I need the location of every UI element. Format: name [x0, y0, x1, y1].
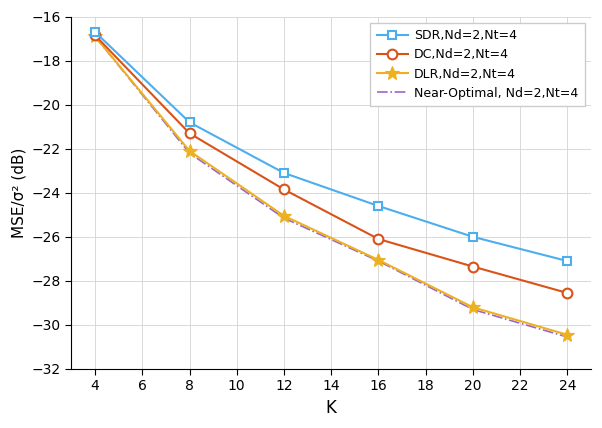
DC,Nd=2,Nt=4: [281, 187, 288, 192]
Line: SDR,Nd=2,Nt=4: SDR,Nd=2,Nt=4: [91, 28, 571, 265]
Line: Near-Optimal, Nd=2,Nt=4: Near-Optimal, Nd=2,Nt=4: [95, 36, 567, 337]
DC,Nd=2,Nt=4: [375, 236, 382, 241]
Near-Optimal, Nd=2,Nt=4: [469, 307, 476, 312]
Near-Optimal, Nd=2,Nt=4: [563, 334, 571, 339]
DC,Nd=2,Nt=4: [563, 290, 571, 295]
DLR,Nd=2,Nt=4: [92, 34, 99, 39]
DC,Nd=2,Nt=4: [469, 264, 476, 269]
DLR,Nd=2,Nt=4: [469, 305, 476, 310]
SDR,Nd=2,Nt=4: [469, 234, 476, 239]
Near-Optimal, Nd=2,Nt=4: [186, 151, 193, 156]
DC,Nd=2,Nt=4: [186, 131, 193, 136]
Near-Optimal, Nd=2,Nt=4: [281, 216, 288, 221]
Line: DC,Nd=2,Nt=4: DC,Nd=2,Nt=4: [90, 30, 572, 298]
Near-Optimal, Nd=2,Nt=4: [92, 34, 99, 39]
DLR,Nd=2,Nt=4: [281, 213, 288, 218]
SDR,Nd=2,Nt=4: [375, 203, 382, 208]
Line: DLR,Nd=2,Nt=4: DLR,Nd=2,Nt=4: [88, 30, 574, 342]
SDR,Nd=2,Nt=4: [186, 120, 193, 125]
DLR,Nd=2,Nt=4: [186, 149, 193, 154]
Legend: SDR,Nd=2,Nt=4, DC,Nd=2,Nt=4, DLR,Nd=2,Nt=4, Near-Optimal, Nd=2,Nt=4: SDR,Nd=2,Nt=4, DC,Nd=2,Nt=4, DLR,Nd=2,Nt…: [370, 23, 585, 106]
DLR,Nd=2,Nt=4: [375, 257, 382, 262]
DLR,Nd=2,Nt=4: [563, 332, 571, 337]
SDR,Nd=2,Nt=4: [92, 30, 99, 35]
SDR,Nd=2,Nt=4: [281, 170, 288, 175]
X-axis label: K: K: [326, 399, 337, 417]
Near-Optimal, Nd=2,Nt=4: [375, 259, 382, 264]
DC,Nd=2,Nt=4: [92, 33, 99, 38]
Y-axis label: MSE/σ² (dB): MSE/σ² (dB): [11, 148, 26, 238]
SDR,Nd=2,Nt=4: [563, 259, 571, 264]
